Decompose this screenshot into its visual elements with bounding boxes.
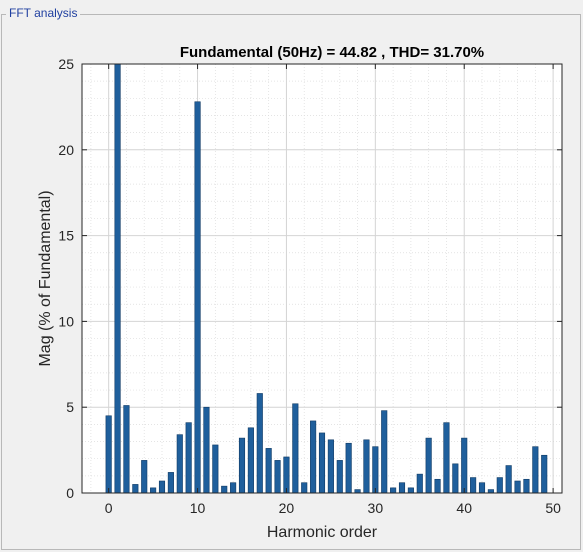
bar-harmonic-3 [132,484,139,494]
x-tick-labels: 0 10 20 30 40 50 [105,500,561,516]
bar-harmonic-9 [185,422,192,494]
bar-harmonic-13 [221,485,228,494]
bar-harmonic-2 [123,405,130,494]
bar-harmonic-28 [354,489,361,494]
bar-harmonic-43 [487,489,494,494]
bar-harmonic-29 [363,439,370,494]
bar-harmonic-14 [230,482,237,494]
bar-harmonic-48 [532,446,539,494]
y-tick-label: 5 [66,399,74,415]
bar-harmonic-42 [478,482,486,494]
fft-analysis-panel [1,14,581,550]
bar-harmonic-0 [105,415,112,494]
x-axis-label: Harmonic order [267,524,378,541]
bar-harmonic-36 [425,437,432,494]
bar-harmonic-5 [150,487,157,494]
bar-harmonic-33 [398,482,406,494]
bar-harmonic-19 [274,460,281,494]
bar-harmonic-37 [434,478,441,494]
bar-harmonic-46 [514,480,521,494]
y-tick-labels: 0 5 10 15 20 25 [58,56,74,501]
bar-harmonic-38 [443,422,450,494]
bar-harmonic-25 [327,439,334,494]
bar-harmonic-32 [390,487,397,494]
axes-frame [81,63,563,494]
bar-harmonic-27 [345,442,352,494]
y-axis-label: Mag (% of Fundamental) [37,190,54,366]
bar-harmonic-6 [158,480,166,494]
bar-harmonic-4 [141,460,148,494]
bar-harmonic-20 [283,456,290,494]
bar-harmonic-39 [452,463,459,494]
bar-harmonic-8 [176,434,183,494]
bars-group [105,63,548,494]
bar-harmonic-31 [381,410,388,494]
bar-harmonic-30 [372,446,379,494]
y-tick-label: 15 [58,228,74,244]
bar-harmonic-45 [505,465,512,494]
panel-title: FFT analysis [6,5,81,21]
x-tick-label: 50 [545,500,561,516]
x-tick-label: 30 [368,500,384,516]
bar-harmonic-7 [167,472,174,494]
bar-harmonic-16 [247,427,254,494]
bar-harmonic-22 [301,482,308,494]
bar-harmonic-44 [496,477,503,494]
plot-area [82,64,562,493]
bar-harmonic-1 [114,63,121,494]
bar-harmonic-11 [203,406,210,494]
bar-harmonic-34 [407,487,414,494]
y-tick-label: 25 [58,56,74,72]
x-tick-label: 0 [105,500,113,516]
bar-harmonic-26 [336,460,343,494]
bar-harmonic-24 [318,432,326,494]
y-tick-label: 20 [58,142,74,158]
bar-harmonic-12 [212,444,219,494]
bar-harmonic-10 [194,101,201,494]
x-tick-label: 10 [190,500,206,516]
x-tick-label: 40 [456,500,472,516]
bar-harmonic-21 [292,403,299,494]
bar-harmonic-40 [461,437,468,494]
bar-harmonic-23 [310,420,317,494]
y-tick-label: 10 [58,313,74,329]
y-tick-label: 0 [66,485,74,501]
bar-harmonic-17 [256,393,263,494]
chart-title: Fundamental (50Hz) = 44.82 , THD= 31.70% [180,44,484,61]
bar-harmonic-49 [541,454,548,494]
x-tick-label: 20 [279,500,295,516]
bar-harmonic-47 [523,478,530,494]
bar-harmonic-41 [470,477,477,494]
bar-harmonic-35 [416,473,423,494]
bar-harmonic-15 [238,437,246,494]
bar-harmonic-18 [265,448,272,494]
